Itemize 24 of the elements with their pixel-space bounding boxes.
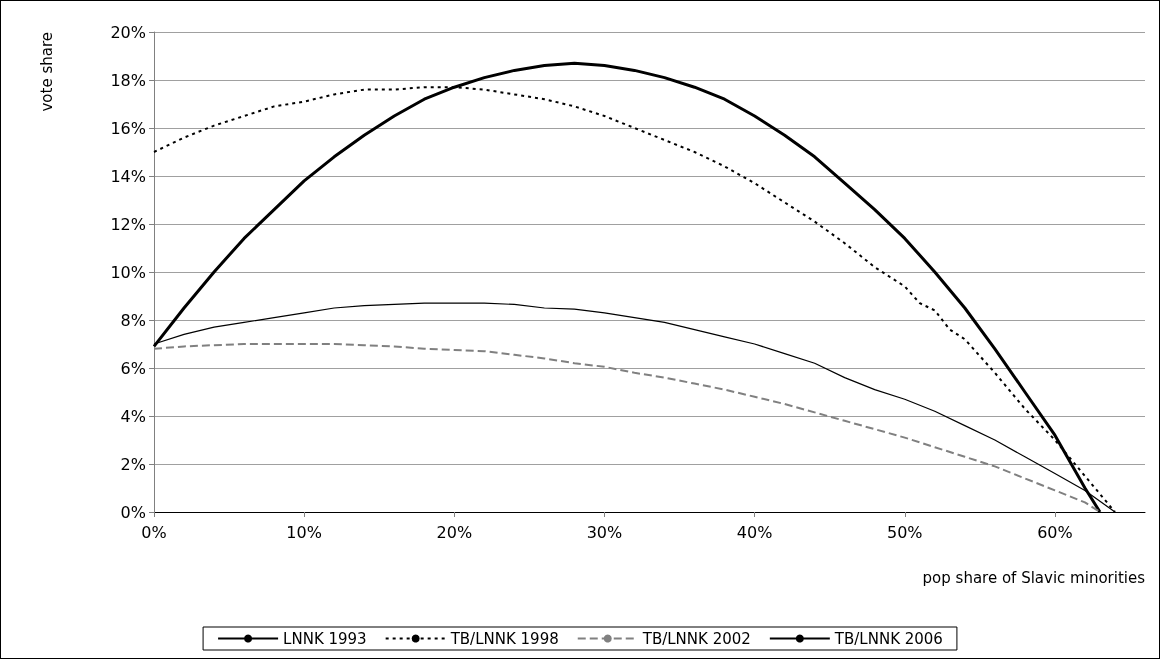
y-tick-label: 8% xyxy=(120,310,146,330)
y-tick-label: 18% xyxy=(110,70,146,90)
x-tick-label: 50% xyxy=(886,522,923,542)
x-tick-label: 10% xyxy=(286,522,322,542)
y-tick-label: 12% xyxy=(110,214,146,234)
x-axis-title: pop share of Slavic minorities xyxy=(922,568,1146,587)
legend-label: TB/LNNK 2002 xyxy=(641,629,751,648)
y-tick-label: 20% xyxy=(110,22,146,42)
x-tick-label: 60% xyxy=(1037,522,1073,542)
legend-label: TB/LNNK 1998 xyxy=(449,629,559,648)
x-tick-label: 20% xyxy=(436,522,473,542)
y-axis-title: vote share xyxy=(37,32,56,112)
legend-label: LNNK 1993 xyxy=(283,629,367,648)
x-tick-label: 40% xyxy=(736,522,773,542)
y-tick-label: 4% xyxy=(120,406,146,426)
y-tick-label: 6% xyxy=(120,358,146,378)
y-tick-label: 10% xyxy=(110,262,146,282)
y-tick-label: 16% xyxy=(110,118,146,138)
x-tick-label: 0% xyxy=(141,522,167,542)
y-tick-label: 14% xyxy=(110,166,146,186)
y-tick-label: 2% xyxy=(120,454,146,474)
legend-label: TB/LNNK 2006 xyxy=(833,629,943,648)
y-tick-label: 0% xyxy=(120,502,146,522)
x-tick-label: 30% xyxy=(586,522,623,542)
